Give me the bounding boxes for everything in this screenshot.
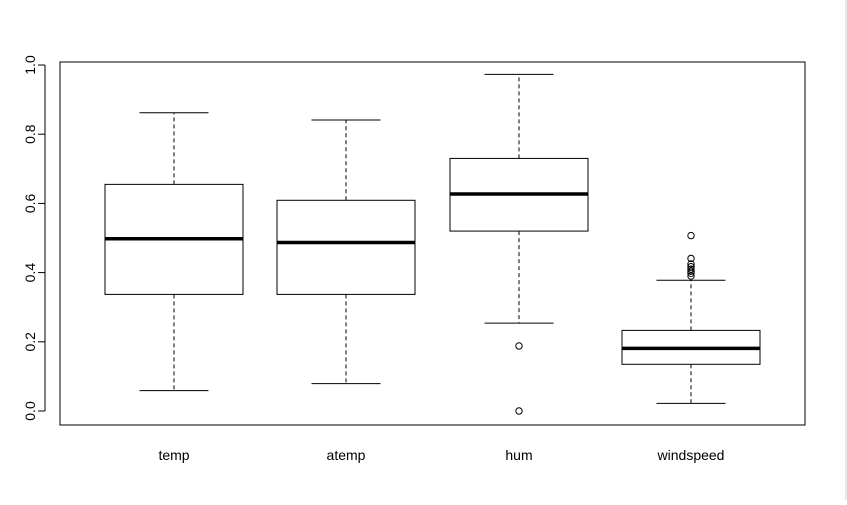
plot-frame bbox=[59, 61, 806, 426]
y-tick-label: 0.2 bbox=[22, 332, 38, 352]
outlier-point bbox=[687, 231, 695, 240]
boxes-group bbox=[104, 73, 761, 415]
outlier-point bbox=[687, 254, 695, 263]
box-temp bbox=[104, 112, 244, 392]
iqr-box bbox=[276, 199, 416, 295]
outlier-point bbox=[687, 260, 695, 268]
y-tick-label: 1.0 bbox=[22, 55, 38, 75]
y-tick-label: 0.0 bbox=[22, 401, 38, 421]
window-right-edge bbox=[845, 0, 847, 500]
outlier-point bbox=[515, 407, 523, 415]
y-tick-label: 0.6 bbox=[22, 193, 38, 213]
box-hum bbox=[449, 73, 589, 415]
outlier-point bbox=[687, 267, 695, 275]
y-tick-label: 0.4 bbox=[22, 263, 38, 283]
y-axis: 0.0 0.2 0.4 0.6 0.8 1.0 bbox=[22, 55, 46, 421]
x-tick-label-atemp: atemp bbox=[327, 447, 366, 463]
box-windspeed bbox=[621, 231, 761, 404]
y-tick-label: 0.8 bbox=[22, 124, 38, 144]
x-tick-label-hum: hum bbox=[505, 447, 532, 463]
outlier-point bbox=[687, 272, 695, 280]
outlier-point bbox=[687, 269, 695, 277]
x-axis: temp atemp hum windspeed bbox=[158, 447, 724, 463]
outlier-point bbox=[515, 342, 523, 350]
box-atemp bbox=[276, 119, 416, 385]
x-tick-label-temp: temp bbox=[158, 447, 189, 463]
outlier-point bbox=[687, 265, 695, 273]
x-tick-label-windspeed: windspeed bbox=[657, 447, 725, 463]
